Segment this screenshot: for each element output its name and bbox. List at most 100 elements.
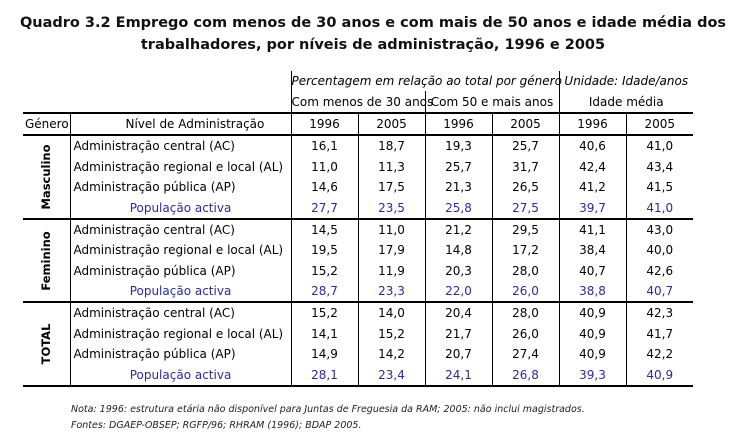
value-cell: 11,0 — [291, 156, 359, 177]
value-cell: 42,6 — [646, 263, 674, 278]
value-cell: 14,2 — [358, 344, 426, 365]
value-cell: 21,7 — [425, 323, 493, 345]
column-header-year: 1996 — [559, 111, 627, 136]
gender-group-label: TOTAL — [23, 301, 70, 387]
column-header-year: 2005 — [492, 111, 560, 136]
value-cell: 42,3 — [626, 301, 693, 324]
value-cell: 27,5 — [492, 197, 560, 219]
value-cell: 21,2 — [425, 217, 493, 241]
value-cell: 14,9 — [291, 344, 359, 365]
value-cell: 26,8 — [492, 364, 560, 387]
admin-level-label: Administração central (AC) — [69, 134, 292, 157]
value-cell: 43,0 — [626, 217, 693, 241]
gender-label-text: TOTAL — [39, 323, 54, 365]
value-cell: 28,1 — [291, 364, 359, 387]
value-cell: 41,2 — [559, 176, 627, 198]
value-cell: 28,7 — [291, 280, 359, 303]
column-header-genero: Género — [23, 111, 70, 136]
value-cell: 20,3 — [425, 260, 493, 281]
value-cell: 17,9 — [358, 240, 426, 261]
value-cell: 40,0 — [646, 243, 674, 258]
value-cell: 11,9 — [358, 260, 426, 281]
value-cell: 15,2 — [358, 323, 426, 345]
value-cell: 14,1 — [291, 323, 359, 345]
value-cell: 15,2 — [291, 301, 359, 324]
column-header-year: 2005 — [358, 111, 426, 136]
table-row: Administração regional e local (AL) 19,5 1… — [23, 240, 693, 261]
percent-caption: Percentagem em relação ao total por géne… — [291, 71, 562, 92]
value-cell: 40,7 — [646, 284, 674, 299]
value-cell: 20,4 — [425, 301, 493, 324]
value-cell: 42,2 — [646, 347, 674, 362]
population-label: População activa — [69, 197, 292, 219]
table-row: Administração pública (AP) 14,9 14,2 20,7 27… — [23, 344, 693, 365]
admin-level-label: Administração central (AC) — [69, 217, 292, 241]
value-cell: 27,4 — [492, 344, 560, 365]
value-cell: 38,8 — [559, 280, 627, 303]
value-cell: 26,5 — [492, 176, 560, 198]
value-cell: 40,9 — [559, 344, 627, 365]
unit-caption: Unidade: Idade/anos — [564, 74, 689, 89]
value-cell: 42,4 — [559, 156, 627, 177]
value-cell: 17,5 — [358, 176, 426, 198]
value-cell: 11,0 — [358, 217, 426, 241]
column-header-nivel: Nível de Administração — [69, 111, 292, 136]
value-cell: 11,3 — [358, 156, 426, 177]
value-cell: 28,0 — [492, 260, 560, 281]
value-cell: 41,7 — [646, 326, 674, 341]
table-row: Administração pública (AP) 15,2 11,9 20,3 28… — [23, 260, 693, 281]
group-header-over50: Com 50 e mais anos — [425, 91, 560, 114]
value-cell: 39,7 — [559, 197, 627, 219]
sources-text: Fontes: DGAEP-OBSEP; RGFP/96; RHRAM (199… — [71, 420, 362, 431]
value-cell: 39,3 — [559, 364, 627, 387]
value-cell: 21,3 — [425, 176, 493, 198]
population-row: População activa 27,7 23,5 25,8 27,5 39,7 41,0 — [23, 197, 693, 219]
value-cell: 27,7 — [291, 197, 359, 219]
value-cell: 14,0 — [358, 301, 426, 324]
notes: Nota: 1996: estrutura etária não disponí… — [71, 402, 585, 434]
value-cell: 28,0 — [492, 301, 560, 324]
value-cell: 19,3 — [425, 134, 493, 157]
value-cell: 20,7 — [425, 344, 493, 365]
value-cell: 14,8 — [425, 240, 493, 261]
value-cell: 40,6 — [559, 134, 627, 157]
value-cell: 14,6 — [291, 176, 359, 198]
title-line-1: Quadro 3.2 Emprego com menos de 30 anos … — [19, 15, 727, 31]
value-cell: 40,9 — [559, 323, 627, 345]
group-header-under30: Com menos de 30 anos — [291, 91, 433, 114]
value-cell: 17,2 — [492, 240, 560, 261]
gender-group-label: Feminino — [23, 217, 70, 303]
value-cell: 40,9 — [559, 301, 627, 324]
note-text: Nota: 1996: estrutura etária não disponí… — [71, 404, 585, 415]
value-cell: 41,0 — [626, 134, 693, 157]
value-cell: 14,5 — [291, 217, 359, 241]
population-row: População activa 28,1 23,4 24,1 26,8 39,3 40,9 — [23, 364, 693, 387]
population-label: População activa — [69, 280, 292, 303]
value-cell: 23,3 — [358, 280, 426, 303]
value-cell: 15,2 — [291, 260, 359, 281]
gender-label-text: Feminino — [39, 230, 54, 291]
group-header-age: Idade média — [559, 91, 693, 114]
table-row: Feminino Administração central (AC) 14,5 11… — [23, 217, 693, 303]
value-cell: 18,7 — [358, 134, 426, 157]
value-cell: 25,7 — [425, 156, 493, 177]
table-row: Administração regional e local (AL) 11,0 1… — [23, 156, 693, 177]
gender-group-label: Masculino — [23, 134, 70, 219]
value-cell: 25,8 — [425, 197, 493, 219]
value-cell: 22,0 — [425, 280, 493, 303]
value-cell: 26,0 — [492, 323, 560, 345]
value-cell: 41,1 — [559, 217, 627, 241]
value-cell: 24,1 — [425, 364, 493, 387]
value-cell: 40,7 — [559, 260, 627, 281]
admin-level-label: Administração regional e local (AL) — [69, 156, 292, 177]
value-cell: 31,7 — [492, 156, 560, 177]
value-cell: 19,5 — [291, 240, 359, 261]
column-header-year: 1996 — [291, 111, 359, 136]
value-cell: 41,0 — [646, 200, 674, 215]
admin-level-label: Administração pública (AP) — [69, 260, 292, 281]
table-row: Administração pública (AP) 14,6 17,5 21,3 26… — [23, 176, 693, 198]
column-header-year: 1996 — [425, 111, 493, 136]
admin-level-label: Administração central (AC) — [69, 301, 292, 324]
value-cell: 38,4 — [559, 240, 627, 261]
value-cell: 23,4 — [358, 364, 426, 387]
